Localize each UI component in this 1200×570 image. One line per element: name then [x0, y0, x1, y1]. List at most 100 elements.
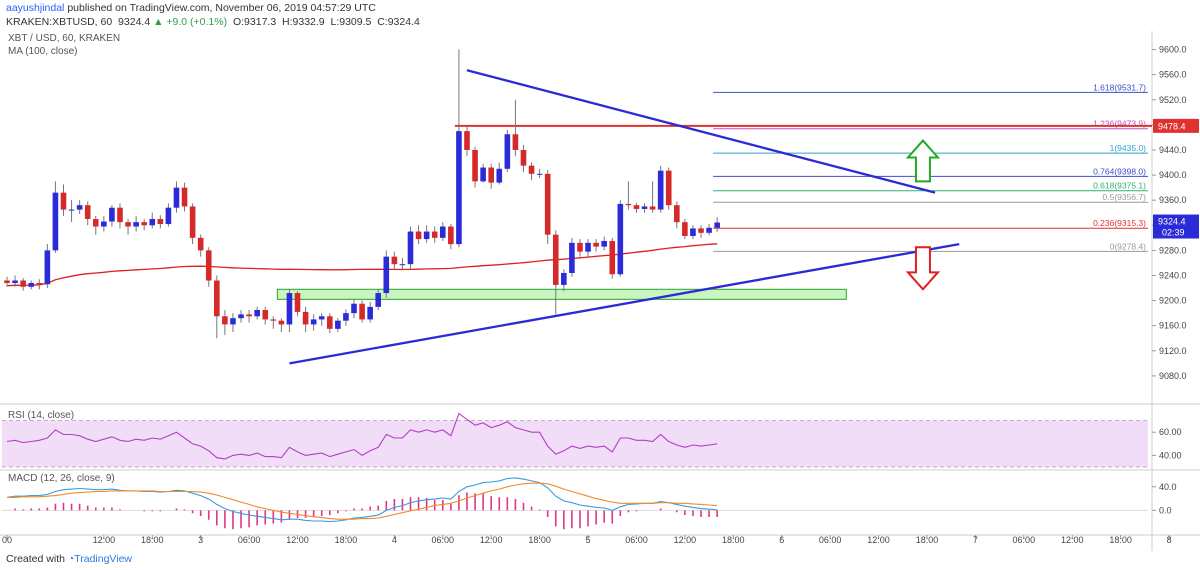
candle-body: [665, 170, 672, 206]
rsi-tick-label: 40.00: [1159, 450, 1182, 460]
fib-level-label: 1(9435.0): [1110, 143, 1147, 153]
candle-body: [544, 173, 551, 235]
y-tick-label: 9080.0: [1159, 371, 1187, 381]
rsi-line: [6, 412, 718, 460]
x-tick-label: 06:00: [819, 535, 842, 545]
last-price-tag: [1153, 214, 1199, 239]
candle-body: [109, 207, 115, 222]
candle-body: [230, 318, 236, 325]
candle-body: [262, 310, 269, 320]
candle-body: [674, 205, 680, 223]
candle-body: [133, 222, 139, 227]
candle-body: [633, 205, 640, 209]
x-tick-label: 6: [779, 535, 784, 545]
candle-body: [205, 250, 212, 281]
open-value: 9317.3: [244, 16, 277, 28]
candle-body: [101, 221, 107, 227]
tradingview-logo-icon[interactable]: ◔: [67, 553, 75, 565]
descending-trendline: [466, 69, 936, 194]
candle-body: [649, 206, 656, 210]
candle-body: [149, 219, 156, 226]
fib-level-label: 1.618(9531.7): [1093, 82, 1146, 92]
x-tick-label: 18:00: [1109, 535, 1132, 545]
pair-legend: XBT / USD, 60, KRAKEN: [8, 33, 121, 44]
x-tick-label: 7: [973, 535, 978, 545]
candle-body: [197, 237, 204, 251]
candle-body: [439, 226, 446, 238]
x-tick-label: 00: [2, 535, 12, 545]
candle-body: [617, 203, 624, 275]
y-tick-label: 9400.0: [1159, 170, 1187, 180]
candle-body: [278, 320, 285, 325]
candle-body: [367, 306, 373, 320]
candle-body: [214, 280, 220, 317]
candle-body: [552, 234, 559, 285]
candle-body: [714, 222, 720, 228]
candle-body: [399, 264, 406, 266]
candle-body: [585, 242, 591, 252]
x-tick-label: 12:00: [674, 535, 697, 545]
macd-legend: MACD (12, 26, close, 9): [8, 473, 115, 484]
x-tick-label: 12:00: [480, 535, 503, 545]
candle-body: [117, 207, 123, 223]
x-tick-label: 12:00: [867, 535, 890, 545]
candle-body: [181, 187, 188, 207]
candle-body: [238, 314, 244, 319]
fib-level-label: 0.764(9398.0): [1093, 166, 1146, 176]
candle-body: [270, 319, 277, 321]
candle-body: [12, 280, 18, 284]
candle-body: [448, 226, 454, 245]
candle-body: [609, 240, 616, 275]
x-tick-label: 18:00: [141, 535, 164, 545]
x-tick-label: 06:00: [238, 535, 261, 545]
author-link[interactable]: aayushjindal: [6, 2, 65, 14]
close-value: 9324.4: [387, 16, 420, 28]
candle-body: [593, 242, 599, 247]
x-tick-label: 12:00: [93, 535, 116, 545]
candle-body: [391, 256, 398, 265]
symbol-label: KRAKEN:XBTUSD, 60: [6, 16, 113, 28]
candle-body: [488, 167, 494, 183]
candle-body: [36, 283, 43, 285]
candle-body: [601, 240, 607, 247]
candle-body: [375, 293, 382, 307]
x-tick-label: 06:00: [432, 535, 455, 545]
rsi-tick-label: 60.00: [1159, 427, 1182, 437]
candle-body: [44, 250, 51, 285]
rsi-band: [2, 420, 1148, 467]
candle-body: [4, 280, 10, 284]
x-tick-label: 4: [392, 535, 397, 545]
candle-body: [698, 228, 704, 233]
tradingview-brand[interactable]: TradingView: [74, 553, 132, 565]
x-tick-label: 18:00: [722, 535, 745, 545]
fib-level-label: 1.236(9473.9): [1093, 119, 1146, 129]
candle-body: [52, 192, 59, 251]
open-label: O:: [232, 16, 245, 28]
y-tick-label: 9280.0: [1159, 245, 1187, 255]
candle-body: [706, 227, 712, 233]
x-tick-label: 18:00: [335, 535, 358, 545]
candle-body: [286, 293, 293, 325]
ascending-trendline: [289, 242, 960, 365]
support-zone-box: [276, 288, 847, 300]
chart-frame[interactable]: 9080.09120.09160.09200.09240.09280.09320…: [0, 31, 1200, 551]
candle-body: [222, 316, 228, 325]
candle-body: [456, 131, 462, 245]
countdown-label: 02:39: [1162, 228, 1185, 238]
candle-body: [92, 219, 99, 227]
candle-body: [569, 242, 575, 273]
candle-body: [690, 228, 696, 236]
y-tick-label: 9560.0: [1159, 70, 1187, 80]
candle-body: [641, 206, 648, 209]
change-label: ▲ +9.0 (+0.1%): [153, 16, 228, 28]
macd-tick-label: 40.0: [1159, 482, 1177, 492]
x-tick-label: 18:00: [916, 535, 939, 545]
chart-svg[interactable]: 9080.09120.09160.09200.09240.09280.09320…: [0, 31, 1200, 551]
low-value: 9309.5: [339, 16, 372, 28]
fib-level-label: 0.618(9375.1): [1093, 181, 1146, 191]
x-tick-label: 18:00: [528, 535, 551, 545]
resistance-price-label: 9478.4: [1158, 121, 1186, 131]
candle-body: [60, 192, 67, 210]
candle-body: [512, 134, 519, 150]
publish-header: aayushjindal published on TradingView.co…: [6, 2, 376, 14]
